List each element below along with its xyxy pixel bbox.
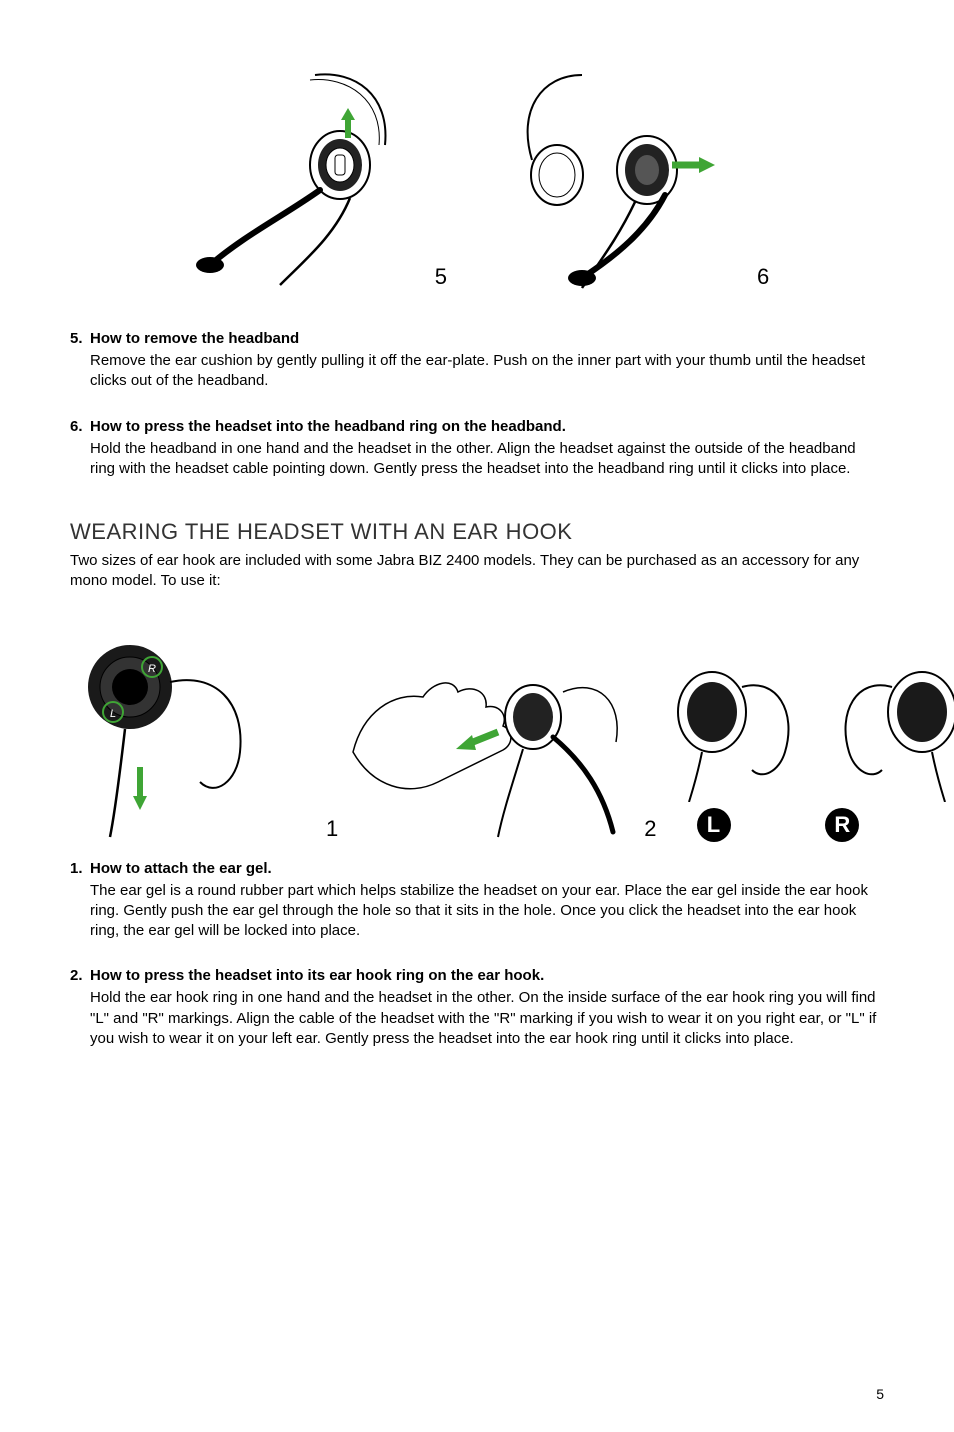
figure-6: 6	[487, 60, 769, 290]
figure-number-6: 6	[757, 264, 769, 290]
top-figures: 5 6	[70, 60, 884, 290]
section-a-list: 5.How to remove the headband Remove the …	[70, 330, 884, 479]
item-1-num: 1.	[70, 860, 90, 877]
item-2: 2.How to press the headset into its ear …	[70, 967, 884, 1049]
ear-gel-illustration: R L	[70, 622, 280, 842]
item-6-title-text: How to press the headset into the headba…	[90, 418, 566, 435]
figure-number-2: 2	[644, 816, 656, 842]
item-5-num: 5.	[70, 330, 90, 347]
figure-number-1: 1	[326, 816, 338, 842]
item-2-title-text: How to press the headset into its ear ho…	[90, 967, 544, 984]
item-2-num: 2.	[70, 967, 90, 984]
ear-hook-left-illustration	[657, 632, 817, 802]
item-2-body: Hold the ear hook ring in one hand and t…	[90, 988, 884, 1049]
figure-3: L R 3	[657, 632, 954, 842]
item-1-title: 1.How to attach the ear gel.	[70, 860, 884, 877]
item-5-title-text: How to remove the headband	[90, 330, 299, 347]
figure-2: 2	[338, 622, 656, 842]
press-into-hook-illustration	[338, 622, 638, 842]
item-5-title: 5.How to remove the headband	[70, 330, 884, 347]
ear-hook-heading: WEARING THE HEADSET WITH AN EAR HOOK	[70, 519, 884, 545]
item-5: 5.How to remove the headband Remove the …	[70, 330, 884, 392]
item-6-body: Hold the headband in one hand and the he…	[90, 439, 884, 480]
item-1: 1.How to attach the ear gel. The ear gel…	[70, 860, 884, 942]
svg-text:L: L	[110, 708, 116, 720]
ear-hook-intro: Two sizes of ear hook are included with …	[70, 551, 884, 592]
item-1-body: The ear gel is a round rubber part which…	[90, 881, 884, 942]
page-number: 5	[876, 1386, 884, 1402]
l-badge: L	[697, 808, 731, 842]
svg-text:R: R	[148, 663, 156, 675]
figure-5: 5	[185, 60, 447, 290]
figure-number-5: 5	[435, 264, 447, 290]
figure-1: R L 1	[70, 622, 338, 842]
headset-press-illustration	[487, 60, 747, 290]
ear-hook-right-illustration	[827, 632, 954, 802]
section-b-list: 1.How to attach the ear gel. The ear gel…	[70, 860, 884, 1050]
item-6-title: 6.How to press the headset into the head…	[70, 418, 884, 435]
item-6-num: 6.	[70, 418, 90, 435]
r-badge: R	[825, 808, 859, 842]
item-5-body: Remove the ear cushion by gently pulling…	[90, 351, 884, 392]
item-6: 6.How to press the headset into the head…	[70, 418, 884, 480]
item-2-title: 2.How to press the headset into its ear …	[70, 967, 884, 984]
item-1-title-text: How to attach the ear gel.	[90, 860, 272, 877]
headset-remove-illustration	[185, 60, 425, 290]
bottom-figures: R L 1	[70, 622, 884, 842]
